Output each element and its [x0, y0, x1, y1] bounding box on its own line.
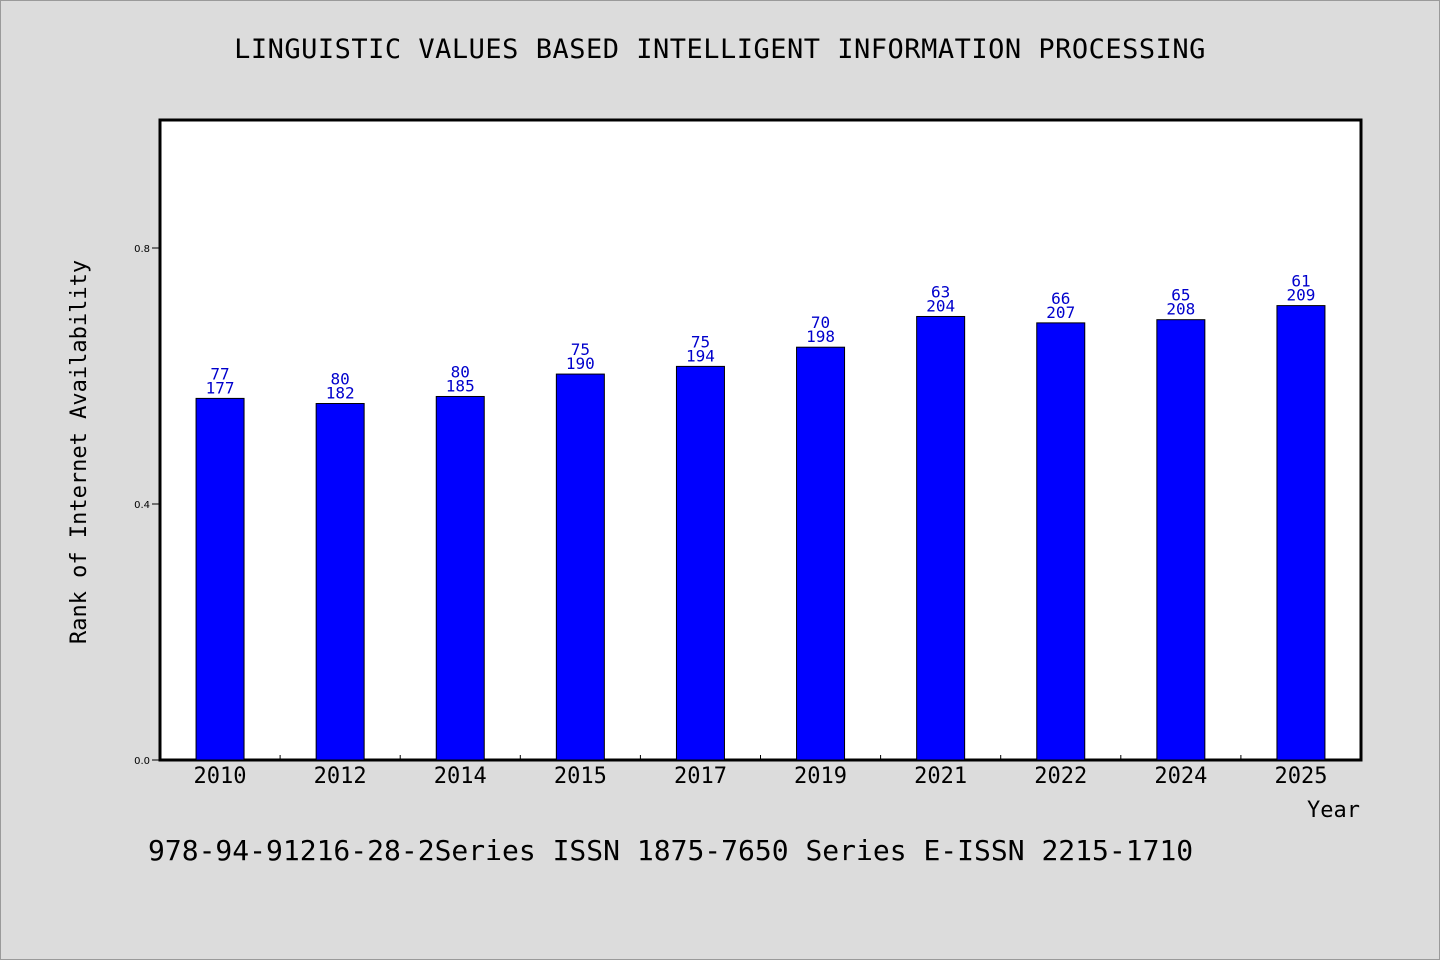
x-tick-label: 2022 [1034, 764, 1087, 789]
y-axis: 0.0 0.4 0.8 [134, 244, 160, 767]
bar [1036, 322, 1086, 761]
bar-label-bottom: 185 [446, 376, 475, 395]
y-tick-label: 0.8 [134, 244, 150, 255]
bar-label-top: 65 [1171, 286, 1190, 305]
chart-title: LINGUISTIC VALUES BASED INTELLIGENT INFO… [234, 34, 1206, 65]
bars [195, 305, 1326, 761]
x-axis-label: Year [1307, 798, 1360, 823]
x-axis: 2010 2012 2014 2015 2017 2019 2021 2022 2024 2025 [194, 755, 1327, 789]
y-tick-label: 0.0 [134, 756, 150, 767]
x-tick-label: 2012 [314, 764, 367, 789]
bar-label-bottom: 177 [206, 378, 235, 397]
x-tick-label: 2024 [1154, 764, 1207, 789]
bar-label-top: 75 [691, 332, 710, 351]
bar-label-top: 75 [571, 340, 590, 359]
bar-label-bottom: 194 [686, 346, 715, 365]
bar [195, 397, 245, 761]
bar-label-bottom: 208 [1166, 300, 1195, 319]
bar [435, 395, 485, 761]
bar-label-bottom: 198 [806, 327, 835, 346]
bar [675, 365, 725, 761]
x-tick-label: 2014 [434, 764, 487, 789]
bar-label-bottom: 182 [326, 384, 355, 403]
bar-label-top: 61 [1291, 272, 1310, 291]
bar-label-bottom: 207 [1046, 303, 1075, 322]
x-tick-label: 2025 [1274, 764, 1327, 789]
x-tick-label: 2021 [914, 764, 967, 789]
bar-label-top: 70 [811, 313, 830, 332]
x-tick-label: 2017 [674, 764, 727, 789]
bar-label-top: 80 [451, 362, 470, 381]
isbn-issn-footer: 978-94-91216-28-2Series ISSN 1875-7650 S… [148, 834, 1194, 867]
bar-label-top: 63 [931, 282, 950, 301]
y-axis-label: Rank of Internet Availability [67, 260, 92, 644]
bar-label-top: 77 [210, 364, 229, 383]
x-tick-label: 2015 [554, 764, 607, 789]
bar-label-bottom: 190 [566, 354, 595, 373]
bar [555, 373, 605, 761]
bar-label-top: 80 [331, 370, 350, 389]
bar-label-bottom: 209 [1286, 286, 1315, 305]
bar [916, 315, 966, 761]
x-tick-label: 2010 [194, 764, 247, 789]
x-tick-label: 2019 [794, 764, 847, 789]
bar-label-top: 66 [1051, 289, 1070, 308]
y-tick-label: 0.4 [134, 500, 150, 511]
bar [796, 346, 846, 761]
bar-label-bottom: 204 [926, 296, 955, 315]
bar [315, 403, 365, 761]
bar [1156, 319, 1206, 761]
bar [1276, 305, 1326, 761]
